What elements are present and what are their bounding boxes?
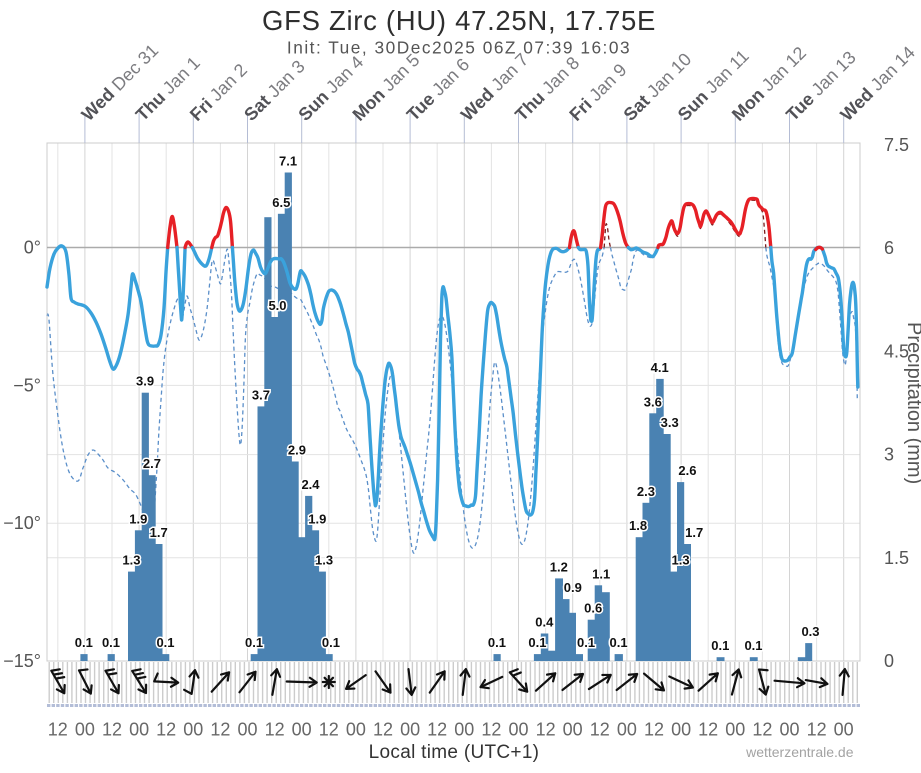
svg-text:12: 12 [807,720,827,740]
svg-text:3.3: 3.3 [661,415,679,430]
svg-text:12: 12 [536,720,556,740]
svg-text:Local time (UTC+1): Local time (UTC+1) [369,742,540,763]
svg-text:00: 00 [346,720,366,740]
svg-text:12: 12 [590,720,610,740]
svg-text:00: 00 [725,720,745,740]
svg-text:00: 00 [508,720,528,740]
svg-text:0.1: 0.1 [75,635,93,650]
svg-text:3: 3 [884,445,894,465]
svg-text:2.6: 2.6 [678,463,696,478]
svg-text:0.4: 0.4 [535,615,554,630]
svg-text:0°: 0° [24,238,41,258]
svg-text:2.9: 2.9 [288,443,306,458]
svg-text:00: 00 [617,720,637,740]
svg-text:12: 12 [752,720,772,740]
svg-text:1.3: 1.3 [315,553,333,568]
svg-text:1.9: 1.9 [129,511,147,526]
svg-text:12: 12 [481,720,501,740]
svg-text:1.3: 1.3 [672,553,690,568]
svg-text:12: 12 [48,720,68,740]
svg-text:0.1: 0.1 [488,635,506,650]
svg-text:12: 12 [644,720,664,740]
svg-text:3.7: 3.7 [252,387,270,402]
svg-text:0.1: 0.1 [102,635,120,650]
svg-text:1.7: 1.7 [150,525,168,540]
svg-text:00: 00 [563,720,583,740]
svg-text:0.1: 0.1 [711,638,729,653]
svg-text:12: 12 [156,720,176,740]
svg-text:12: 12 [698,720,718,740]
svg-text:12: 12 [265,720,285,740]
svg-text:1.8: 1.8 [629,518,647,533]
svg-text:1.9: 1.9 [308,511,326,526]
svg-text:0.1: 0.1 [528,635,546,650]
svg-text:00: 00 [671,720,691,740]
svg-text:00: 00 [75,720,95,740]
svg-text:00: 00 [834,720,854,740]
svg-text:00: 00 [779,720,799,740]
svg-text:5.0: 5.0 [268,298,286,313]
svg-text:12: 12 [210,720,230,740]
svg-text:00: 00 [237,720,257,740]
svg-text:0.1: 0.1 [577,635,595,650]
svg-text:7.5: 7.5 [884,135,909,155]
svg-text:1.7: 1.7 [685,525,703,540]
svg-text:0.1: 0.1 [610,635,628,650]
svg-text:12: 12 [102,720,122,740]
svg-text:00: 00 [129,720,149,740]
svg-text:12: 12 [373,720,393,740]
svg-text:−5°: −5° [13,375,41,395]
svg-text:GFS Zirc (HU) 47.25N, 17.75E: GFS Zirc (HU) 47.25N, 17.75E [262,5,656,36]
svg-text:6: 6 [884,238,894,258]
svg-text:12: 12 [427,720,447,740]
svg-text:00: 00 [292,720,312,740]
svg-text:0.3: 0.3 [801,624,819,639]
svg-text:1.2: 1.2 [550,559,568,574]
svg-text:0.9: 0.9 [564,580,582,595]
svg-text:0: 0 [884,651,894,671]
svg-text:1.3: 1.3 [122,553,140,568]
svg-text:0.6: 0.6 [584,601,602,616]
svg-text:4.5: 4.5 [884,341,909,361]
svg-text:2.7: 2.7 [143,456,161,471]
svg-text:3.9: 3.9 [136,374,154,389]
svg-text:2.3: 2.3 [637,484,655,499]
svg-text:7.1: 7.1 [279,154,297,169]
svg-text:0.1: 0.1 [245,635,263,650]
svg-text:00: 00 [183,720,203,740]
svg-text:12: 12 [319,720,339,740]
svg-text:0.1: 0.1 [322,635,340,650]
svg-text:wetterzentrale.de: wetterzentrale.de [745,744,854,760]
svg-text:3.6: 3.6 [644,394,662,409]
svg-text:00: 00 [400,720,420,740]
svg-text:Precipitation (mm): Precipitation (mm) [903,322,921,484]
svg-text:0.1: 0.1 [744,638,762,653]
svg-text:1.1: 1.1 [592,566,610,581]
svg-text:00: 00 [454,720,474,740]
svg-text:−15°: −15° [3,651,41,671]
svg-text:2.4: 2.4 [301,477,320,492]
svg-text:0.1: 0.1 [156,635,174,650]
svg-text:−10°: −10° [3,513,41,533]
svg-text:Init: Tue, 30Dec2025 06Z 07:39: Init: Tue, 30Dec2025 06Z 07:39 16:03 [287,38,631,58]
svg-text:1.5: 1.5 [884,548,909,568]
svg-text:4.1: 4.1 [651,360,669,375]
svg-text:6.5: 6.5 [272,195,290,210]
